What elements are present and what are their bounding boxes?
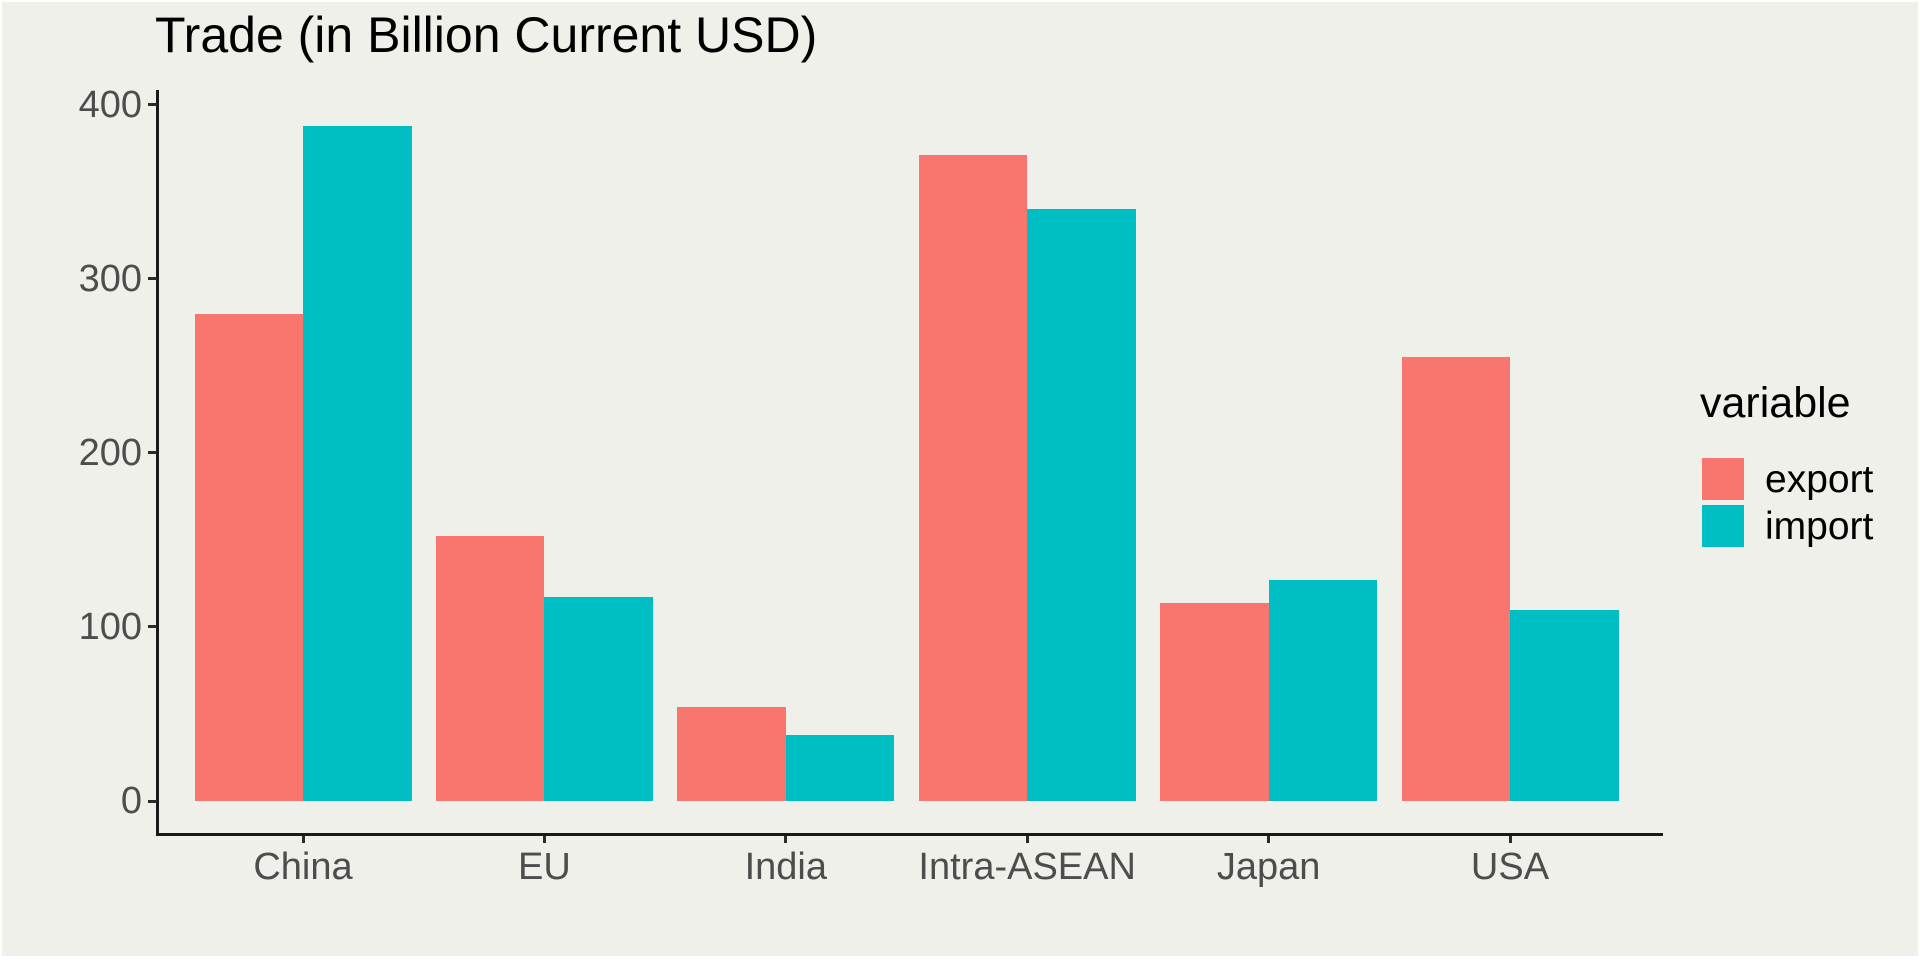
legend-label-export: export (1765, 457, 1874, 501)
x-axis-label: Intra-ASEAN (918, 846, 1136, 888)
x-axis-label: China (253, 846, 353, 888)
legend-item-import: import (1702, 505, 1873, 547)
y-axis-line (156, 90, 159, 836)
chart-title: Trade (in Billion Current USD) (155, 7, 818, 63)
x-axis-label: Japan (1216, 846, 1321, 888)
x-tick-mark (1025, 836, 1029, 843)
x-axis-line (156, 833, 1663, 836)
y-tick-mark (148, 277, 157, 281)
bar-import-china (303, 125, 412, 801)
legend-swatch-import (1702, 505, 1744, 547)
x-tick-mark (784, 836, 788, 843)
bar-export-india (677, 707, 786, 801)
legend-title: variable (1700, 379, 1851, 427)
bar-import-intra-asean (1027, 209, 1136, 801)
y-tick-label: 300 (78, 257, 142, 300)
x-tick-mark (301, 836, 305, 843)
bar-import-usa (1510, 609, 1619, 801)
legend-swatch-export (1702, 458, 1744, 500)
x-tick-mark (542, 836, 546, 843)
y-tick-label: 100 (78, 605, 142, 648)
bar-export-eu (435, 536, 545, 801)
bar-import-eu (544, 597, 653, 801)
y-tick-mark (148, 625, 157, 629)
y-tick-label: 400 (78, 83, 142, 126)
legend-label-import: import (1765, 504, 1874, 548)
bar-export-china (194, 313, 303, 801)
y-tick-label: 0 (120, 780, 142, 822)
y-tick-mark (148, 103, 157, 107)
y-tick-label: 200 (78, 431, 142, 474)
y-tick-mark (148, 799, 157, 803)
bar-import-japan (1268, 579, 1378, 801)
y-tick-mark (148, 451, 157, 455)
bar-import-india (785, 734, 895, 801)
x-axis-label: USA (1470, 846, 1550, 888)
x-tick-mark (1267, 836, 1271, 843)
legend-item-export: export (1702, 458, 1873, 500)
x-tick-mark (1508, 836, 1512, 843)
x-axis-label: EU (517, 846, 571, 888)
x-axis-label: India (744, 846, 827, 888)
bar-export-japan (1160, 602, 1269, 801)
legend: export import (1702, 458, 1873, 552)
bar-export-intra-asean (918, 155, 1028, 801)
bar-export-usa (1401, 357, 1510, 801)
